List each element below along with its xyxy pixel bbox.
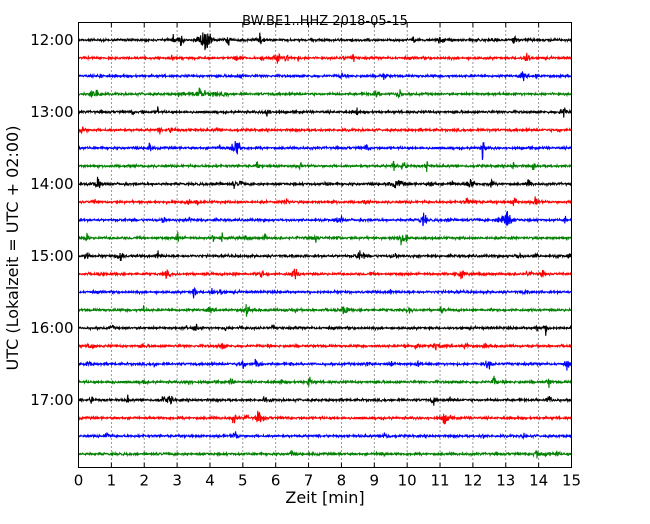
y-tick-label-1700: 17:00 [30, 391, 73, 409]
trace-1500 [78, 250, 573, 261]
trace-1645 [78, 375, 572, 389]
x-tick-label-13: 13 [496, 472, 515, 490]
trace-1345 [78, 160, 572, 172]
x-tick-label-11: 11 [430, 472, 449, 490]
trace-1330 [78, 141, 572, 161]
trace-1230 [78, 71, 573, 82]
trace-1215 [77, 52, 572, 64]
x-tick-label-6: 6 [271, 472, 281, 490]
x-tick-label-12: 12 [463, 472, 482, 490]
x-tick-label-2: 2 [139, 472, 149, 490]
x-tick-label-1: 1 [107, 472, 117, 490]
plot-frame [78, 22, 572, 468]
x-tick-label-15: 15 [562, 472, 581, 490]
trace-1245 [77, 87, 573, 99]
trace-1530 [77, 286, 573, 299]
x-tick-label-10: 10 [398, 472, 417, 490]
trace-1745 [78, 450, 573, 459]
chart-title: BW.BE1..HHZ 2018-05-15 [242, 14, 408, 29]
trace-1515 [78, 268, 573, 280]
y-tick-label-1600: 16:00 [30, 319, 73, 337]
x-tick-label-7: 7 [304, 472, 314, 490]
y-tick-label-1400: 14:00 [30, 175, 73, 193]
trace-1730 [78, 431, 572, 441]
y-tick-label-1300: 13:00 [30, 103, 73, 121]
y-tick-label-1200: 12:00 [30, 31, 73, 49]
trace-1630 [78, 358, 573, 371]
trace-1445 [77, 231, 573, 246]
x-tick-label-3: 3 [172, 472, 182, 490]
trace-1615 [78, 341, 573, 351]
axis-ticks: 0 1 2 3 4 5 6 7 8 9 10 11 12 13 14 1512:0013:0014:0015:… [30, 22, 581, 490]
x-tick-label-14: 14 [529, 472, 548, 490]
trace-1415 [78, 196, 572, 207]
x-tick-label-9: 9 [370, 472, 380, 490]
traces [77, 32, 573, 459]
trace-1700 [77, 394, 572, 406]
y-axis-label: UTC (Lokalzeit = UTC + 02:00) [3, 126, 22, 371]
trace-1200 [77, 32, 573, 51]
x-tick-label-0: 0 [74, 472, 84, 490]
trace-1715 [78, 410, 572, 425]
trace-1315 [78, 126, 572, 135]
trace-1300 [78, 106, 572, 118]
x-tick-label-5: 5 [238, 472, 248, 490]
x-axis-label: Zeit [min] [285, 488, 364, 507]
trace-1430 [78, 210, 572, 227]
trace-1400 [78, 176, 573, 189]
trace-1600 [78, 323, 572, 336]
x-tick-label-8: 8 [337, 472, 347, 490]
trace-1545 [77, 304, 572, 317]
x-tick-label-4: 4 [205, 472, 215, 490]
y-tick-label-1500: 15:00 [30, 247, 73, 265]
